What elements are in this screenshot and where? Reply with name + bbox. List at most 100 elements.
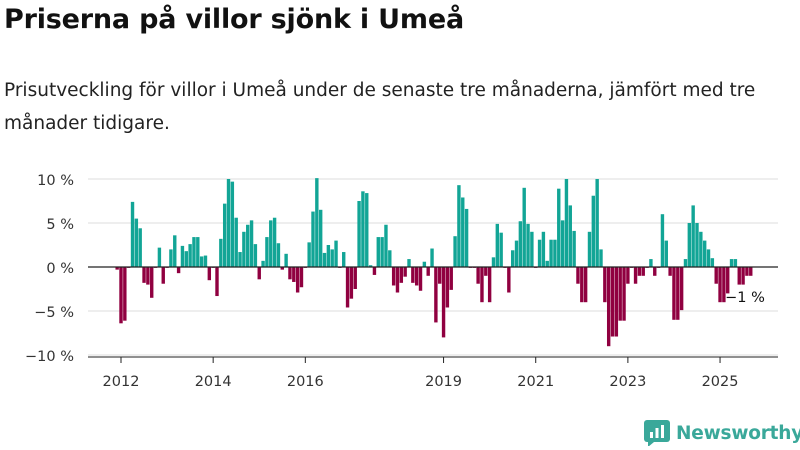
bar xyxy=(591,195,596,267)
bar xyxy=(595,179,599,267)
x-tick-label: 2021 xyxy=(517,374,554,390)
bar xyxy=(226,179,231,267)
bar xyxy=(518,221,523,267)
bar xyxy=(411,267,415,283)
bar xyxy=(484,267,488,276)
bar xyxy=(706,249,711,267)
y-tick-label: −10 % xyxy=(25,349,74,365)
bar xyxy=(414,267,419,286)
latest-value-annotation: −1 % xyxy=(725,290,765,306)
bar xyxy=(219,238,223,267)
bar xyxy=(668,267,672,276)
bar xyxy=(430,248,434,267)
bar xyxy=(618,267,622,321)
bar xyxy=(288,267,292,280)
bar xyxy=(576,267,580,284)
bar xyxy=(222,203,227,267)
bar xyxy=(737,267,741,285)
bar xyxy=(422,261,427,267)
bar xyxy=(549,239,553,267)
bar xyxy=(192,237,196,267)
bar xyxy=(353,267,357,289)
brand-name: Newsworthy xyxy=(676,422,800,444)
bar xyxy=(334,240,338,267)
bar xyxy=(284,253,288,267)
bar xyxy=(718,267,722,303)
bar xyxy=(188,244,192,267)
bar xyxy=(434,267,438,323)
bar xyxy=(345,267,350,308)
bar xyxy=(583,267,588,303)
chart-subtitle: Prisutveckling för villor i Umeå under d… xyxy=(4,80,756,134)
bar xyxy=(253,244,258,267)
bar xyxy=(599,249,603,267)
bar xyxy=(491,257,496,267)
bar xyxy=(641,267,645,276)
bar xyxy=(265,237,269,267)
bar xyxy=(349,267,354,299)
bar xyxy=(119,267,123,324)
x-tick-label: 2019 xyxy=(425,374,462,390)
bar xyxy=(157,247,162,267)
bar xyxy=(426,267,430,276)
bar xyxy=(572,230,576,267)
x-tick-label: 2016 xyxy=(287,374,324,390)
bar xyxy=(495,223,500,267)
bar xyxy=(299,267,304,288)
x-tick-label: 2014 xyxy=(195,374,232,390)
bar xyxy=(679,267,684,311)
bar xyxy=(445,267,450,308)
bar xyxy=(184,251,188,267)
bar xyxy=(510,250,515,267)
bar xyxy=(729,259,734,267)
bar xyxy=(238,252,242,267)
bar xyxy=(322,252,327,267)
bar xyxy=(150,267,154,298)
bar xyxy=(676,267,680,320)
bar xyxy=(691,205,695,267)
bar xyxy=(176,267,181,274)
bar xyxy=(391,267,396,286)
bar xyxy=(372,267,377,275)
bar xyxy=(261,260,265,267)
bar xyxy=(138,228,142,267)
newsworthy-logo: Newsworthy xyxy=(644,420,800,446)
bar xyxy=(603,267,607,303)
bar xyxy=(726,267,730,294)
axes xyxy=(88,266,778,363)
bar xyxy=(134,218,139,267)
bar xyxy=(564,179,569,267)
bar xyxy=(295,267,300,293)
bar xyxy=(315,178,319,267)
bar xyxy=(587,231,592,267)
bar xyxy=(580,267,584,303)
bar xyxy=(633,267,638,284)
bar xyxy=(441,267,446,338)
bar xyxy=(722,267,726,303)
bar xyxy=(606,267,611,347)
bar xyxy=(380,237,384,267)
bar xyxy=(710,258,715,267)
bar xyxy=(376,237,380,267)
bar xyxy=(453,236,457,267)
bar xyxy=(702,240,707,267)
bar xyxy=(142,267,146,283)
y-tick-label: 0 % xyxy=(46,261,74,277)
bar xyxy=(537,239,542,267)
bar xyxy=(499,232,503,267)
bar xyxy=(672,267,676,320)
y-tick-label: 10 % xyxy=(37,173,74,189)
bar xyxy=(660,214,665,267)
bar xyxy=(257,267,261,280)
bar xyxy=(683,259,688,267)
bar xyxy=(741,267,745,285)
bar xyxy=(480,267,484,303)
bar xyxy=(242,231,246,267)
bar xyxy=(388,250,392,267)
bar xyxy=(399,267,404,283)
bar-chart-logo-icon xyxy=(644,420,670,446)
bar xyxy=(476,267,480,284)
bar xyxy=(276,243,281,267)
bar xyxy=(199,256,204,267)
bar xyxy=(487,267,492,303)
